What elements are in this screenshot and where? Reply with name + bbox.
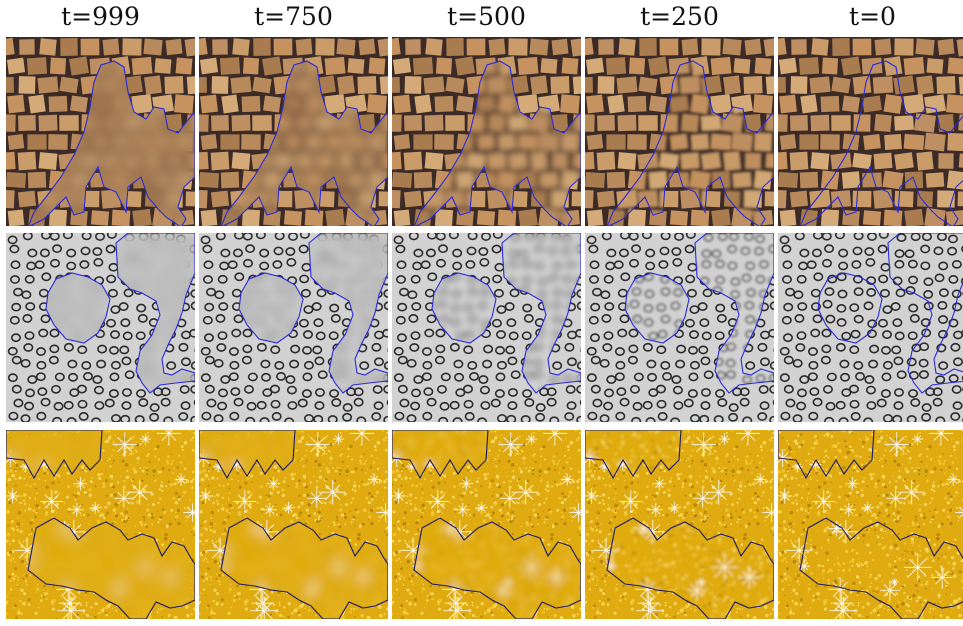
image-cell-circle-dots-t-999	[6, 233, 195, 422]
mask-outline	[799, 60, 963, 226]
texture-image	[199, 37, 388, 226]
texture-image	[778, 233, 963, 422]
texture-image	[392, 430, 581, 619]
mask-outline	[624, 233, 774, 394]
texture-image	[778, 37, 963, 226]
mask-outline	[45, 233, 195, 394]
texture-image	[199, 233, 388, 422]
image-cell-stone-blocks-t-250	[585, 37, 774, 226]
image-cell-gold-glitter-t-999	[6, 430, 195, 619]
texture-image	[392, 233, 581, 422]
column-header: t=500	[447, 2, 526, 31]
texture-image	[392, 37, 581, 226]
column-header: t=999	[61, 2, 140, 31]
texture-image	[199, 430, 388, 619]
mask-outline	[778, 430, 963, 619]
mask-outline	[817, 233, 963, 394]
image-cell-gold-glitter-t-250	[585, 430, 774, 619]
image-cell-circle-dots-t-250	[585, 233, 774, 422]
texture-image	[585, 233, 774, 422]
mask-outline	[392, 430, 581, 619]
image-cell-stone-blocks-t-0	[778, 37, 963, 226]
column-header: t=250	[640, 2, 719, 31]
image-cell-circle-dots-t-750	[199, 233, 388, 422]
image-cell-circle-dots-t-500	[392, 233, 581, 422]
column-header: t=0	[849, 2, 896, 31]
mask-outline	[220, 60, 388, 226]
image-cell-stone-blocks-t-500	[392, 37, 581, 226]
texture-image	[585, 37, 774, 226]
texture-image	[778, 430, 963, 619]
mask-outline	[238, 233, 388, 394]
mask-outline	[199, 430, 388, 619]
texture-image	[6, 430, 195, 619]
image-cell-stone-blocks-t-999	[6, 37, 195, 226]
mask-outline	[27, 60, 195, 226]
image-cell-gold-glitter-t-750	[199, 430, 388, 619]
column-header: t=750	[254, 2, 333, 31]
mask-outline	[6, 430, 195, 619]
texture-image	[585, 430, 774, 619]
texture-image	[6, 233, 195, 422]
image-cell-gold-glitter-t-500	[392, 430, 581, 619]
mask-outline	[413, 60, 581, 226]
image-cell-circle-dots-t-0	[778, 233, 963, 422]
mask-outline	[431, 233, 581, 394]
mask-outline	[606, 60, 774, 226]
mask-outline	[585, 430, 774, 619]
image-cell-stone-blocks-t-750	[199, 37, 388, 226]
texture-image	[6, 37, 195, 226]
image-cell-gold-glitter-t-0	[778, 430, 963, 619]
